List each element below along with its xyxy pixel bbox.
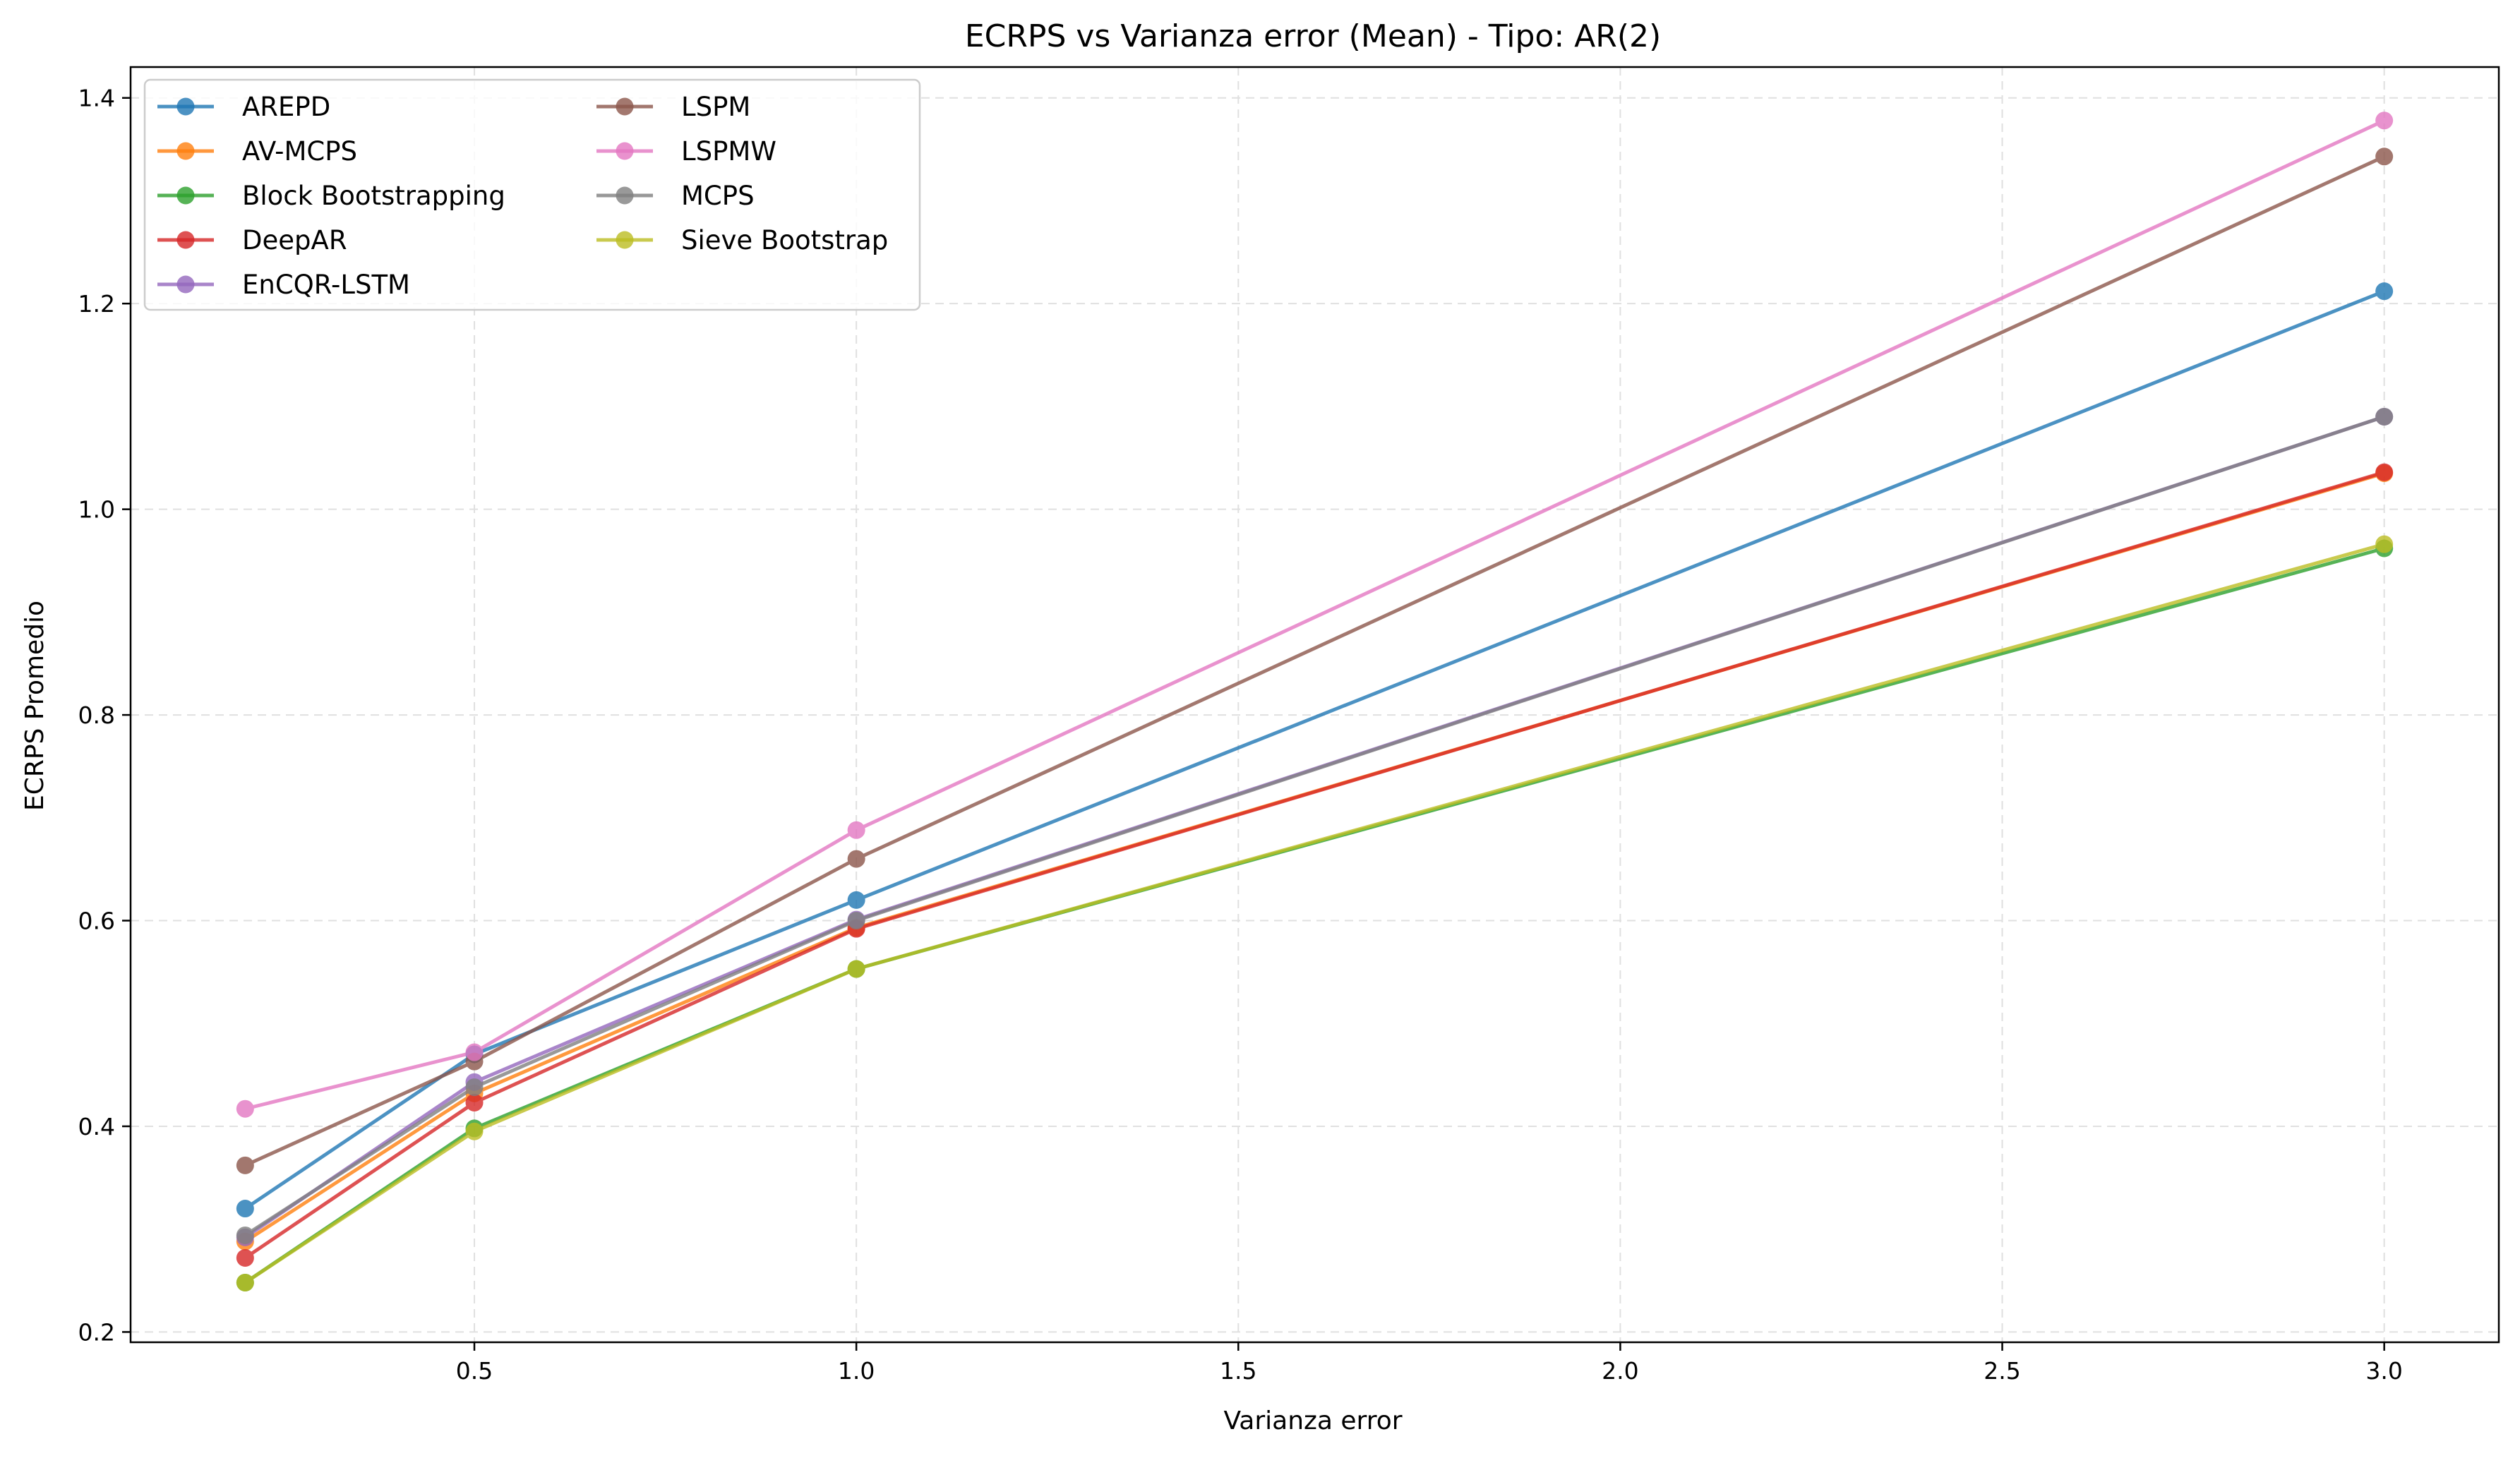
legend-label: EnCQR-LSTM: [242, 270, 410, 300]
legend-marker: [176, 186, 195, 205]
legend-marker: [616, 97, 634, 116]
series-deepar: [236, 463, 2394, 1267]
x-tick-label: 3.0: [2365, 1357, 2402, 1385]
y-tick-label: 1.0: [78, 496, 115, 524]
y-tick-label: 1.4: [78, 85, 115, 112]
y-tick-label: 1.2: [78, 290, 115, 318]
data-point: [847, 960, 865, 978]
data-point: [465, 1078, 484, 1097]
series-line: [244, 289, 2385, 1210]
legend-label: AREPD: [242, 92, 330, 122]
series-line: [244, 119, 2385, 1111]
data-point: [236, 1200, 254, 1218]
series-line: [244, 415, 2385, 1239]
legend-item: LSPM: [596, 92, 750, 122]
x-tick-label: 1.5: [1220, 1357, 1256, 1385]
legend-marker: [616, 186, 634, 205]
legend-marker: [176, 97, 195, 116]
data-point: [236, 1273, 254, 1291]
x-tick-label: 2.0: [1602, 1357, 1638, 1385]
legend-label: LSPM: [681, 92, 750, 122]
legend-item: MCPS: [596, 181, 755, 211]
series-line: [244, 471, 2385, 1243]
data-point: [2375, 147, 2394, 166]
legend-marker: [176, 275, 195, 294]
data-point: [847, 891, 865, 909]
data-point: [2375, 463, 2394, 481]
legend: AREPD AV-MCPS Block Bootstrapping DeepAR EnC…: [143, 78, 921, 311]
series-block-bootstrapping: [236, 539, 2394, 1291]
legend-item: AREPD: [157, 92, 330, 122]
series-arepd: [236, 282, 2394, 1218]
data-point: [2375, 535, 2394, 553]
data-point: [847, 850, 865, 868]
x-axis-label: Varianza error: [1223, 1406, 1402, 1435]
data-point: [465, 1043, 484, 1061]
data-point: [2375, 407, 2394, 426]
x-tick-label: 2.5: [1984, 1357, 2020, 1385]
data-point: [236, 1156, 254, 1174]
data-point: [2375, 112, 2394, 130]
tick-layer: 0.5 1.0 1.5 2.0 2.5 3.0 0.2 0.4 0.6 0.8 1.0 1.2 1.4: [78, 85, 2403, 1385]
legend-box: [143, 78, 921, 311]
y-tick-label: 0.6: [78, 908, 115, 935]
legend-label: LSPMW: [681, 136, 776, 167]
data-point: [236, 1099, 254, 1118]
legend-item: EnCQR-LSTM: [157, 270, 410, 300]
series-lspmw: [236, 112, 2394, 1118]
legend-label: Block Bootstrapping: [242, 181, 505, 211]
y-tick-label: 0.8: [78, 701, 115, 729]
series-encqr-lstm: [236, 407, 2394, 1246]
series-av-mcps: [236, 464, 2394, 1251]
x-tick-label: 0.5: [456, 1357, 493, 1385]
data-point: [847, 912, 865, 930]
series-line: [244, 155, 2385, 1167]
legend-label: DeepAR: [242, 225, 347, 255]
y-axis-label: ECRPS Promedio: [20, 601, 49, 811]
series-layer: [236, 112, 2394, 1291]
legend-label: MCPS: [681, 181, 755, 211]
x-tick-label: 1.0: [838, 1357, 875, 1385]
legend-marker: [616, 142, 634, 160]
data-point: [465, 1093, 484, 1111]
data-point: [847, 821, 865, 839]
legend-marker: [176, 142, 195, 160]
data-point: [465, 1122, 484, 1140]
series-sieve-bootstrap: [236, 535, 2394, 1291]
chart-title: ECRPS vs Varianza error (Mean) - Tipo: A…: [965, 18, 1661, 54]
legend-item: LSPMW: [596, 136, 776, 167]
data-point: [2375, 282, 2394, 301]
series-line: [244, 542, 2385, 1284]
data-point: [236, 1226, 254, 1244]
legend-marker: [176, 231, 195, 249]
series-line: [244, 415, 2385, 1237]
legend-marker: [616, 231, 634, 249]
legend-item: AV-MCPS: [157, 136, 357, 167]
legend-label: Sieve Bootstrap: [681, 225, 888, 255]
plot-frame: [129, 66, 2500, 1344]
series-line: [244, 470, 2385, 1260]
legend-label: AV-MCPS: [242, 136, 357, 167]
y-tick-label: 0.4: [78, 1113, 115, 1140]
series-mcps: [236, 407, 2394, 1244]
legend-item: Sieve Bootstrap: [596, 225, 888, 255]
series-line: [244, 546, 2385, 1284]
y-tick-label: 0.2: [78, 1318, 115, 1346]
legend-item: Block Bootstrapping: [157, 181, 505, 211]
legend-item: DeepAR: [157, 225, 347, 255]
data-point: [236, 1249, 254, 1267]
